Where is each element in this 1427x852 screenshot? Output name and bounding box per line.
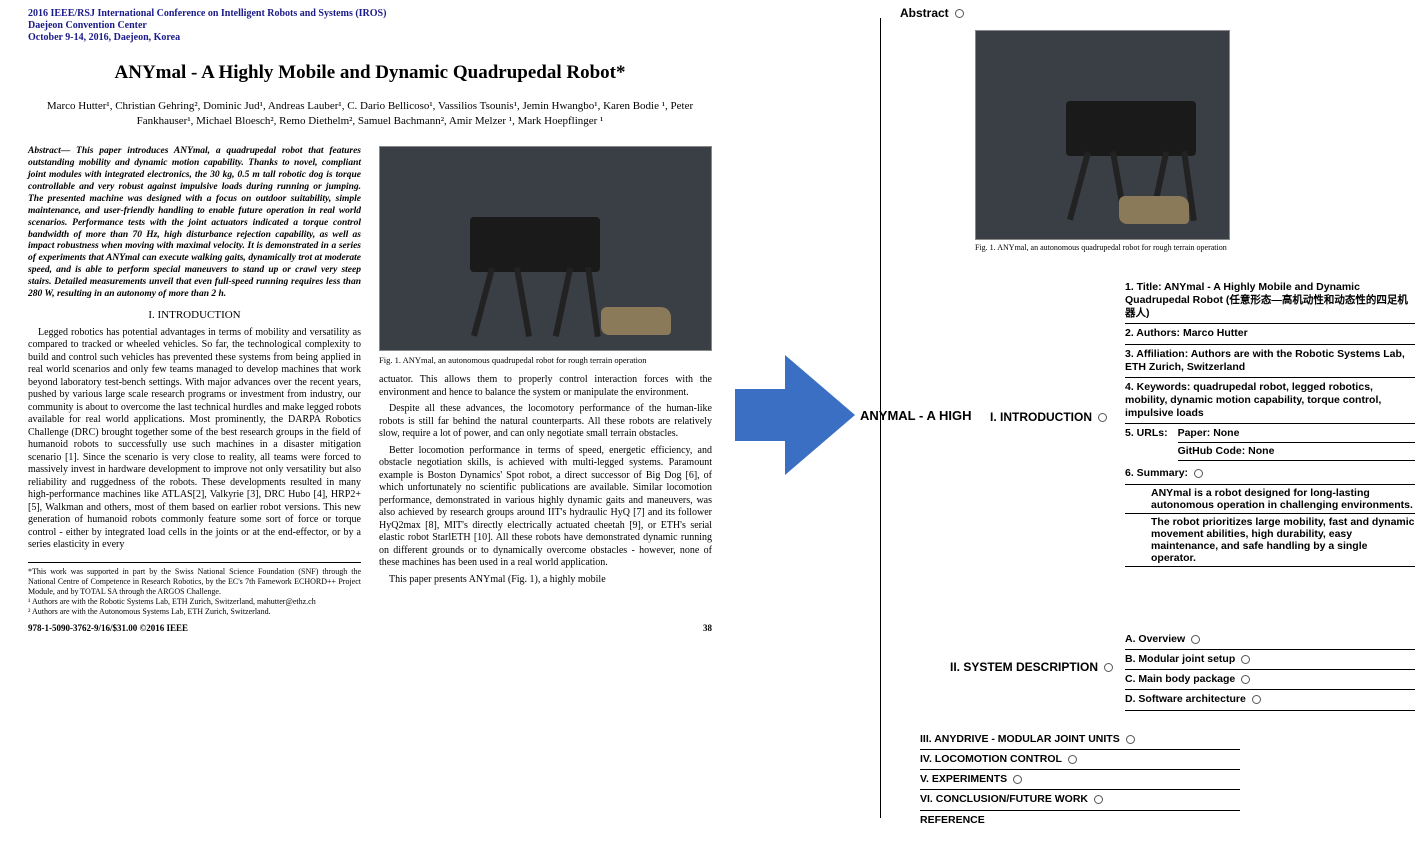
paper-columns: Abstract— This paper introduces ANYmal, … — [28, 146, 712, 616]
mindmap-subitem[interactable]: ANYmal is a robot designed for long-last… — [1125, 485, 1415, 514]
intro-paragraph: This paper presents ANYmal (Fig. 1), a h… — [379, 574, 712, 587]
footer-copyright: 978-1-5090-3762-9/16/$31.00 ©2016 IEEE — [28, 623, 188, 634]
footnote: *This work was supported in part by the … — [28, 567, 361, 597]
mindmap-item[interactable]: A. Overview — [1125, 630, 1415, 650]
figure-1-image — [379, 146, 712, 351]
conf-line: Daejeon Convention Center — [28, 20, 712, 32]
mindmap-section-reference[interactable]: REFERENCE — [920, 811, 1240, 830]
intro-paragraph: Legged robotics has potential advantages… — [28, 327, 361, 552]
mindmap-figure-image — [975, 30, 1230, 240]
mindmap-root-node[interactable]: ANYMAL - A HIGH — [860, 408, 971, 423]
left-column: Abstract— This paper introduces ANYmal, … — [28, 146, 361, 616]
section-heading: I. INTRODUCTION — [28, 309, 361, 323]
mindmap-section-anydrive[interactable]: III. ANYDRIVE - MODULAR JOINT UNITS — [920, 730, 1240, 750]
conf-line: October 9-14, 2016, Daejeon, Korea — [28, 32, 712, 44]
mindmap-figure-caption: Fig. 1. ANYmal, an autonomous quadrupeda… — [975, 244, 1230, 253]
mindmap-subitem[interactable]: The robot prioritizes large mobility, fa… — [1125, 514, 1415, 567]
paper-title: ANYmal - A Highly Mobile and Dynamic Qua… — [28, 62, 712, 85]
footnote: ¹ Authors are with the Robotic Systems L… — [28, 597, 361, 607]
mindmap-item[interactable]: C. Main body package — [1125, 670, 1415, 690]
conference-header: 2016 IEEE/RSJ International Conference o… — [28, 8, 712, 44]
mindmap-section-system[interactable]: II. SYSTEM DESCRIPTION — [950, 660, 1113, 674]
intro-paragraph: Despite all these advances, the locomoto… — [379, 403, 712, 441]
mindmap-subitem[interactable]: Paper: None — [1178, 427, 1415, 443]
footer-page-number: 38 — [703, 623, 712, 634]
mindmap-section-conclusion[interactable]: VI. CONCLUSION/FUTURE WORK — [920, 790, 1240, 810]
intro-paragraph: Better locomotion performance in terms o… — [379, 445, 712, 570]
mindmap-abstract-node[interactable]: Abstract — [900, 6, 964, 20]
right-column: Fig. 1. ANYmal, an autonomous quadrupeda… — [379, 146, 712, 616]
mindmap-item[interactable]: D. Software architecture — [1125, 690, 1415, 710]
footnotes: *This work was supported in part by the … — [28, 562, 361, 617]
conf-line: 2016 IEEE/RSJ International Conference o… — [28, 8, 712, 20]
mindmap-system-items: A. Overview B. Modular joint setup C. Ma… — [1125, 630, 1415, 711]
mindmap-lower-sections: III. ANYDRIVE - MODULAR JOINT UNITS IV. … — [920, 730, 1240, 830]
mindmap-section-locomotion[interactable]: IV. LOCOMOTION CONTROL — [920, 750, 1240, 770]
mindmap-item[interactable]: 4. Keywords: quadrupedal robot, legged r… — [1125, 378, 1415, 424]
paper-page: 2016 IEEE/RSJ International Conference o… — [0, 0, 740, 852]
mindmap-section-intro[interactable]: I. INTRODUCTION — [990, 410, 1107, 424]
figure-caption: Fig. 1. ANYmal, an autonomous quadrupeda… — [379, 355, 712, 366]
mindmap-item[interactable]: 6. Summary: — [1125, 464, 1415, 484]
footnote: ² Authors are with the Autonomous System… — [28, 607, 361, 617]
mindmap-subitem[interactable]: GitHub Code: None — [1178, 443, 1415, 461]
mindmap-section-experiments[interactable]: V. EXPERIMENTS — [920, 770, 1240, 790]
mindmap-figure: Fig. 1. ANYmal, an autonomous quadrupeda… — [975, 30, 1230, 253]
intro-paragraph: actuator. This allows them to properly c… — [379, 374, 712, 399]
mindmap-item[interactable]: B. Modular joint setup — [1125, 650, 1415, 670]
mindmap-item[interactable]: 2. Authors: Marco Hutter — [1125, 324, 1415, 344]
mindmap-pane: Abstract Fig. 1. ANYmal, an autonomous q… — [860, 0, 1420, 852]
mindmap-item[interactable]: 3. Affiliation: Authors are with the Rob… — [1125, 345, 1415, 378]
abstract: Abstract— This paper introduces ANYmal, … — [28, 146, 361, 300]
page-footer: 978-1-5090-3762-9/16/$31.00 ©2016 IEEE 3… — [28, 623, 712, 634]
abstract-text: Abstract— This paper introduces ANYmal, … — [28, 146, 361, 299]
mindmap-item[interactable]: 5. URLs: — [1125, 427, 1168, 440]
paper-authors: Marco Hutter¹, Christian Gehring², Domin… — [28, 99, 712, 129]
mindmap-connector — [880, 18, 881, 818]
arrow-icon — [735, 355, 855, 475]
mindmap-item[interactable]: 1. Title: ANYmal - A Highly Mobile and D… — [1125, 278, 1415, 324]
mindmap-intro-items: 1. Title: ANYmal - A Highly Mobile and D… — [1125, 278, 1415, 567]
